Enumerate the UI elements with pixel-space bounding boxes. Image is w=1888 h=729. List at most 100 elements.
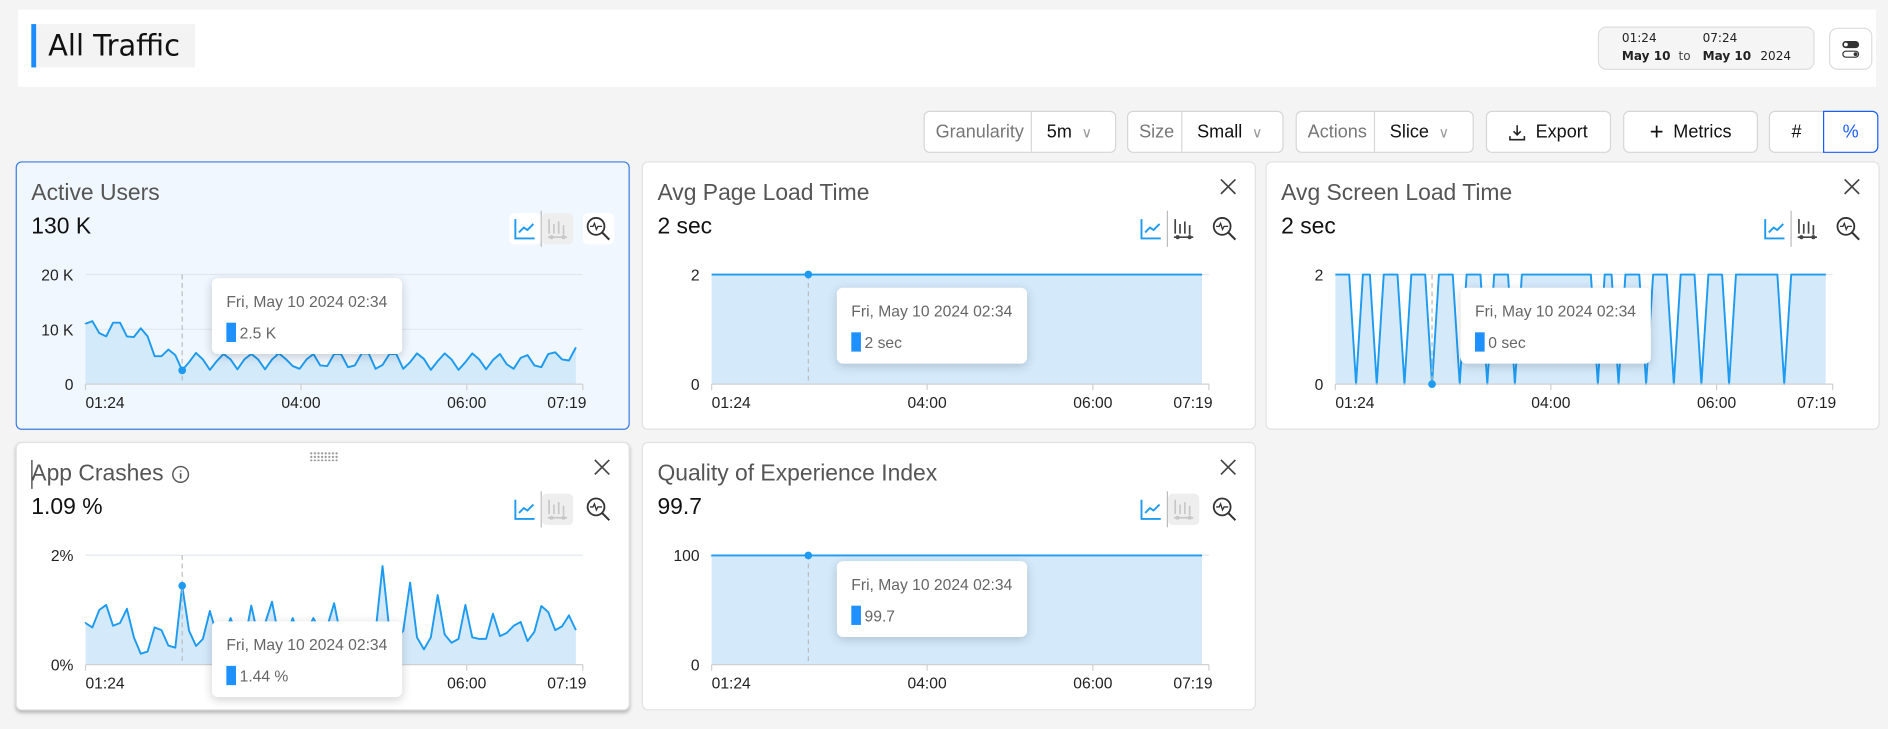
- settings-toggle-button[interactable]: [1829, 27, 1873, 70]
- hover-point: [178, 366, 187, 375]
- bar-chart-icon: [1797, 219, 1817, 240]
- line-chart-toggle[interactable]: [509, 493, 541, 525]
- info-icon[interactable]: [171, 465, 190, 484]
- x-tick-label: 06:00: [1697, 395, 1736, 412]
- line-chart-toggle[interactable]: [509, 213, 541, 245]
- card-title: Avg Page Load Time: [657, 180, 870, 206]
- divider: [540, 210, 542, 247]
- close-icon[interactable]: [1216, 175, 1240, 199]
- chevron-down-icon: ∨: [1081, 123, 1093, 141]
- chevron-down-icon: ∨: [1438, 123, 1450, 141]
- chart-tooltip: Fri, May 10 2024 02:34 99.7: [836, 561, 1027, 637]
- hover-point: [804, 270, 813, 279]
- zoom-analyze-button[interactable]: [1209, 494, 1240, 525]
- line-chart-toggle[interactable]: [1135, 493, 1167, 525]
- y-tick-label: 20 K: [41, 268, 74, 285]
- card-title: App Crashes: [31, 461, 164, 487]
- divider: [540, 491, 542, 528]
- size-select[interactable]: Size Small ∨: [1127, 110, 1284, 153]
- zoom-analyze-button[interactable]: [1833, 213, 1864, 244]
- tooltip-value: 99.7: [864, 606, 896, 625]
- bar-chart-toggle[interactable]: [1168, 213, 1199, 244]
- chart-tooltip: Fri, May 10 2024 02:34 2 sec: [836, 287, 1027, 364]
- zoom-analyze-icon: [1212, 217, 1237, 241]
- metric-card[interactable]: Active Users 130 K 0 10 K 20 K 01:24 04:00 06:0…: [15, 161, 630, 430]
- x-tick-label: 01:24: [712, 395, 751, 412]
- count-mode-button[interactable]: #: [1768, 110, 1825, 153]
- bar-chart-toggle[interactable]: [1167, 493, 1200, 525]
- chart-tooltip: Fri, May 10 2024 02:34 1.44 %: [211, 621, 402, 698]
- bar-chart-icon: [547, 499, 568, 520]
- line-chart-toggle[interactable]: [1759, 213, 1791, 245]
- line-chart-toggle[interactable]: [1135, 213, 1167, 245]
- export-button[interactable]: Export: [1485, 110, 1612, 153]
- hover-point: [178, 581, 187, 590]
- percent-label: %: [1842, 121, 1859, 143]
- drag-handle[interactable]: [309, 451, 339, 462]
- card-value: 1.09 %: [31, 494, 103, 521]
- close-icon[interactable]: [590, 455, 614, 479]
- actions-select[interactable]: Actions Slice ∨: [1295, 110, 1474, 153]
- x-tick-label: 01:24: [85, 395, 124, 412]
- close-icon[interactable]: [1216, 455, 1240, 479]
- card-title-avg-screen-load: Avg Screen Load Time: [1281, 181, 1512, 207]
- card-value: 2 sec: [657, 214, 713, 240]
- y-tick-label: 0: [65, 377, 74, 394]
- close-icon[interactable]: [1840, 175, 1864, 199]
- card-title: Quality of Experience Index: [657, 461, 938, 487]
- year: 2024: [1760, 50, 1792, 64]
- line-chart-icon: [1764, 219, 1785, 240]
- add-metrics-button[interactable]: + Metrics: [1623, 110, 1758, 153]
- export-label: Export: [1535, 121, 1588, 143]
- metric-card[interactable]: Avg Screen Load Time 2 sec 0 2 01:24 04:00 06:…: [1265, 161, 1880, 430]
- bar-chart-toggle[interactable]: [541, 213, 574, 245]
- divider: [1166, 491, 1168, 528]
- card-value: 2 sec: [1281, 214, 1336, 240]
- granularity-select[interactable]: Granularity 5m ∨: [923, 110, 1117, 153]
- y-tick-label: 10 K: [41, 322, 74, 339]
- zoom-analyze-button[interactable]: [582, 213, 615, 245]
- tooltip-value: 2.5 K: [239, 323, 277, 342]
- chart-tooltip: Fri, May 10 2024 02:34 2.5 K: [211, 278, 402, 355]
- tooltip-date: Fri, May 10 2024 02:34: [851, 575, 1013, 594]
- zoom-analyze-button[interactable]: [1209, 213, 1240, 244]
- zoom-analyze-button[interactable]: [583, 494, 614, 525]
- size-label: Size: [1128, 111, 1183, 152]
- chevron-down-icon: ∨: [1251, 123, 1263, 141]
- hover-point: [1428, 380, 1436, 388]
- tooltip-date: Fri, May 10 2024 02:34: [1475, 302, 1637, 321]
- series-line: [84, 320, 577, 372]
- y-tick-label: 0: [691, 658, 700, 675]
- y-tick-label: 0%: [51, 658, 74, 675]
- bar-chart-toggle[interactable]: [541, 493, 574, 525]
- toggle-settings-icon: [1842, 40, 1860, 58]
- zoom-analyze-icon: [586, 217, 610, 241]
- to-time: 07:24: [1702, 32, 1738, 46]
- card-title-active-users: Active Users: [31, 181, 159, 207]
- tooltip-value: 2 sec: [864, 332, 902, 351]
- series-swatch: [1475, 332, 1485, 352]
- percent-mode-button[interactable]: %: [1823, 110, 1879, 153]
- line-chart-icon: [1140, 219, 1161, 240]
- actions-value: Slice: [1389, 121, 1429, 143]
- dashboard-header: All Traffic 01:24 07:24 May 10 to May 10…: [18, 9, 1876, 87]
- zoom-analyze-icon: [1836, 217, 1860, 241]
- tooltip-value: 0 sec: [1488, 332, 1526, 351]
- tooltip-date: Fri, May 10 2024 02:34: [226, 635, 388, 654]
- chart-tooltip: Fri, May 10 2024 02:34 0 sec: [1460, 287, 1651, 364]
- date-range-picker[interactable]: 01:24 07:24 May 10 to May 10 2024: [1597, 26, 1815, 70]
- x-tick-label: 06:00: [1073, 395, 1112, 412]
- bar-chart-toggle[interactable]: [1792, 213, 1823, 244]
- card-value: 130 K: [31, 214, 92, 240]
- tooltip-date: Fri, May 10 2024 02:34: [851, 302, 1013, 321]
- metrics-label: Metrics: [1673, 121, 1732, 143]
- y-tick-label: 2%: [51, 548, 74, 565]
- tooltip-value: 1.44 %: [239, 666, 289, 685]
- count-label: #: [1791, 121, 1802, 143]
- metric-card[interactable]: Avg Page Load Time 2 sec 0 2 01:24 04:00 06:00…: [641, 161, 1256, 430]
- metric-card[interactable]: Quality of Experience Index 99.7 0 100 01:24…: [641, 441, 1256, 711]
- divider: [1166, 210, 1168, 247]
- plus-icon: +: [1649, 118, 1664, 146]
- line-chart-icon: [514, 219, 535, 240]
